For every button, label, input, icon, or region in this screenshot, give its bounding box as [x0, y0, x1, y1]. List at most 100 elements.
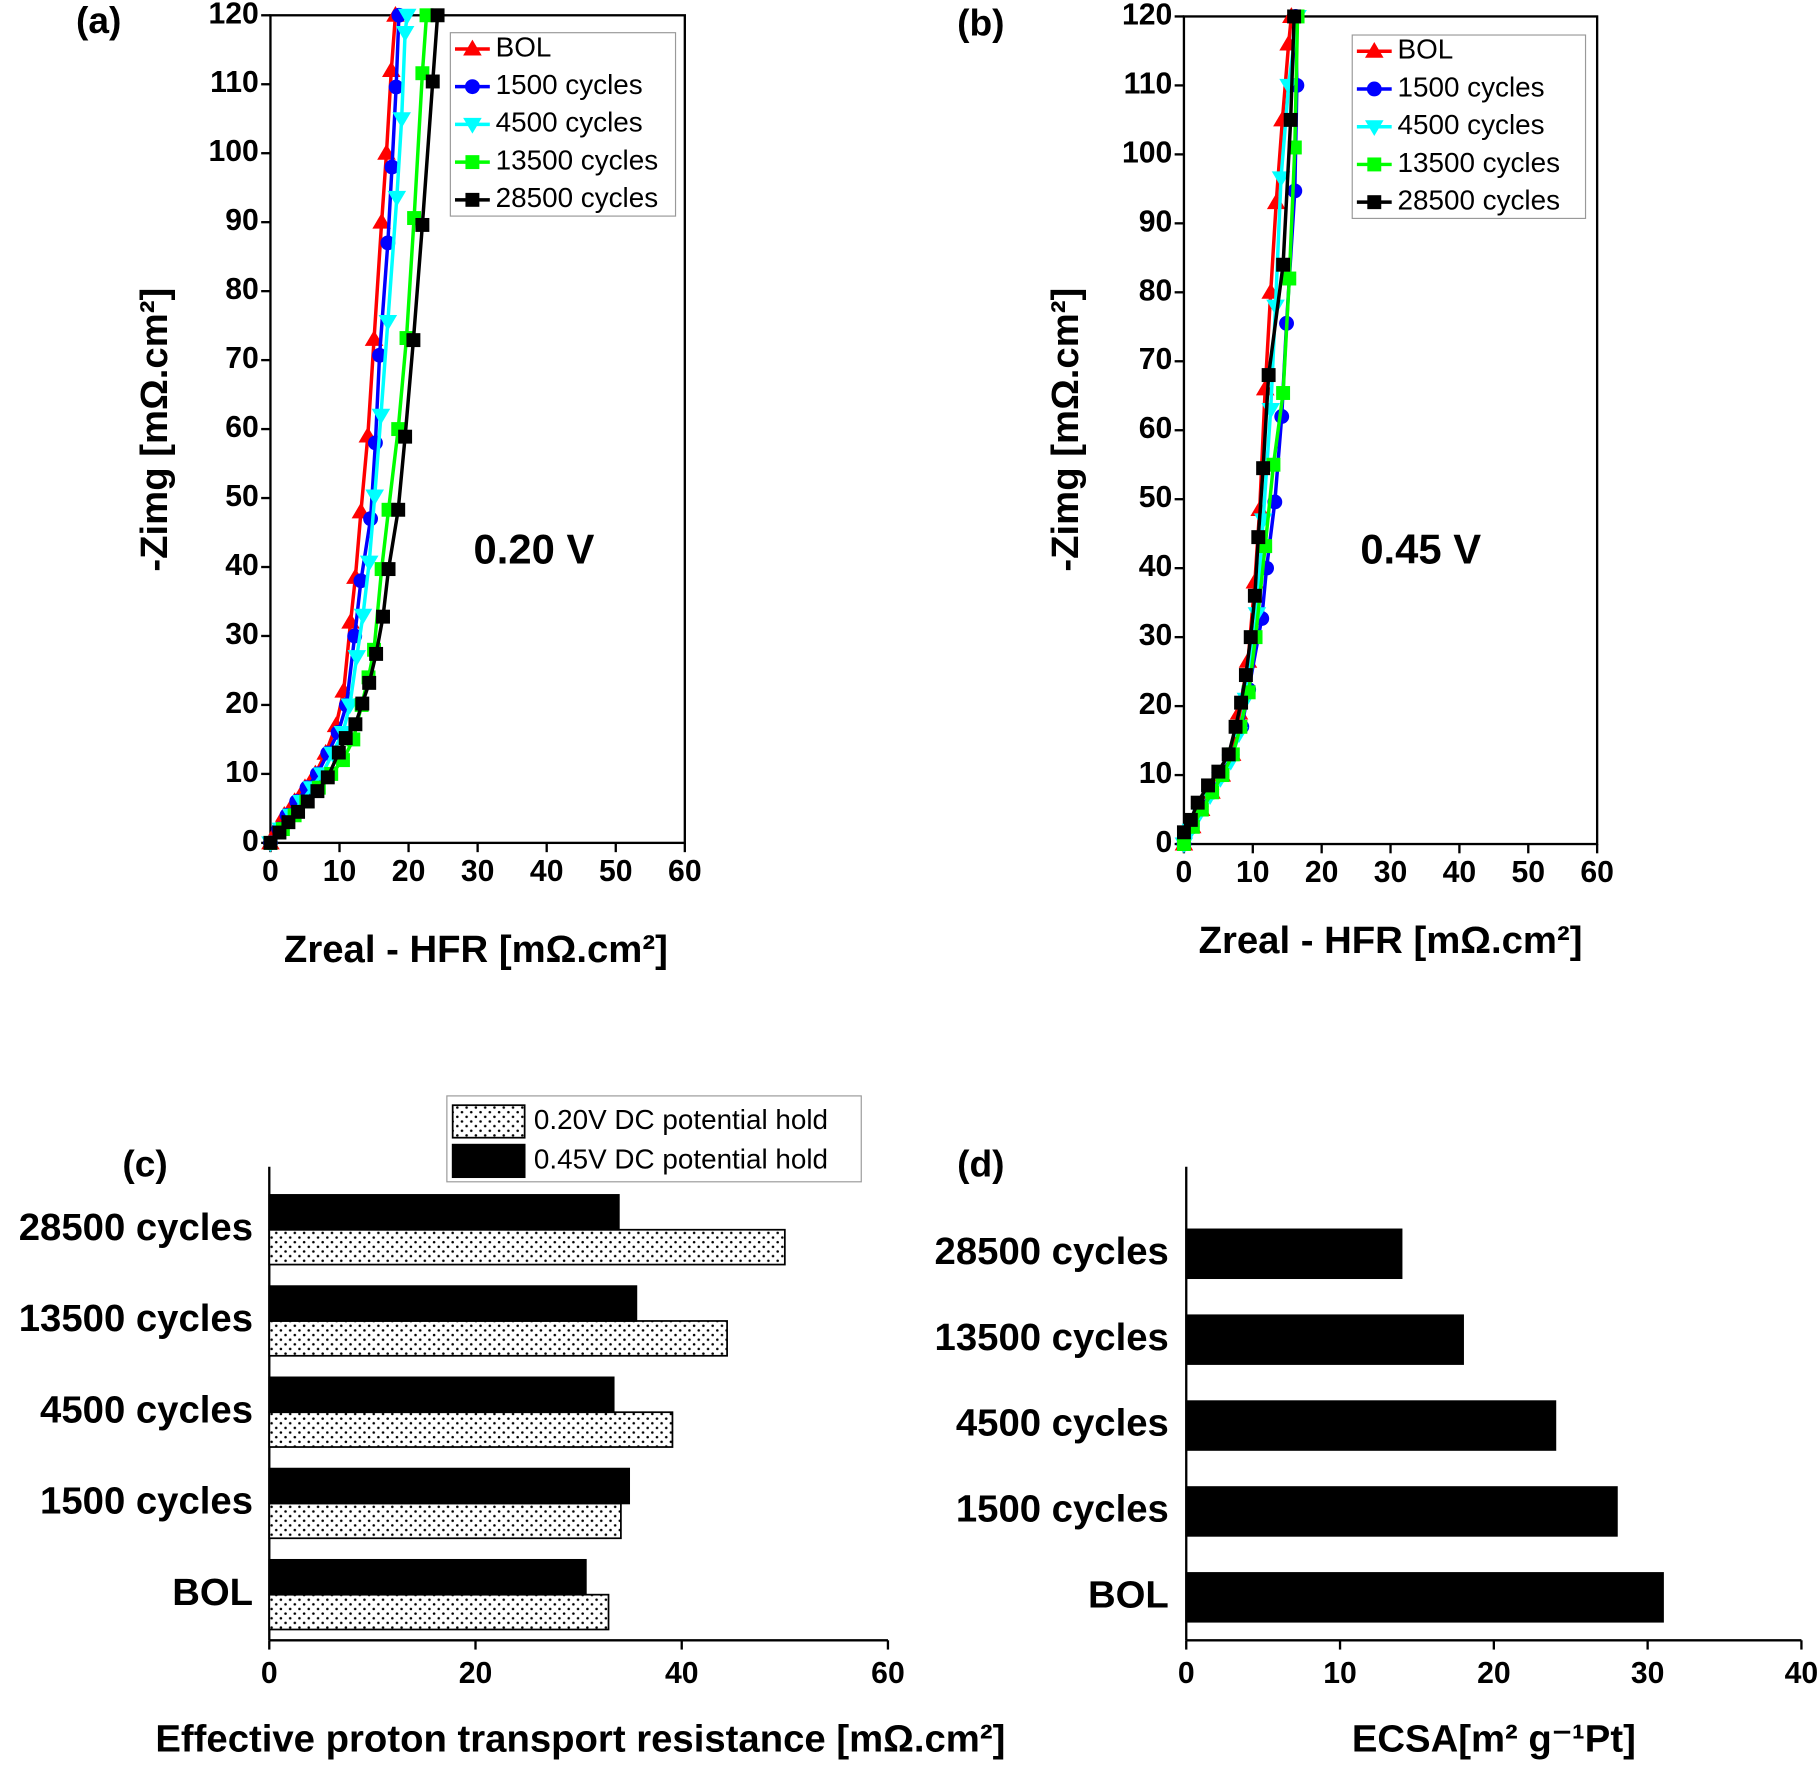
y-tick-label: 0	[1156, 826, 1173, 859]
bar	[268, 1558, 587, 1596]
bar	[268, 1376, 615, 1414]
x-axis-label: Zreal - HFR [mΩ.cm²]	[1199, 919, 1583, 962]
data-point	[369, 646, 384, 661]
y-tick-label: 120	[209, 0, 259, 30]
data-point	[1176, 825, 1191, 840]
legend-label: 4500 cycles	[496, 107, 643, 138]
data-point	[1234, 695, 1249, 710]
x-tick-label: 40	[665, 1657, 699, 1690]
data-point	[1247, 588, 1262, 603]
y-tick-label: 80	[1139, 274, 1173, 307]
legend-label: BOL	[1398, 34, 1454, 65]
data-point	[392, 112, 411, 129]
y-tick-label: 10	[1139, 757, 1173, 790]
data-point	[1266, 193, 1286, 210]
legend-label: 13500 cycles	[1398, 147, 1561, 178]
data-point	[430, 8, 445, 23]
x-tick-label: 50	[1512, 856, 1546, 889]
data-point	[338, 731, 353, 746]
y-tick-label: 60	[225, 411, 259, 444]
x-tick-label: 40	[530, 855, 564, 888]
legend-label: 28500 cycles	[496, 182, 659, 213]
x-tick-label: 10	[1236, 856, 1270, 889]
y-tick-label: 120	[1122, 0, 1172, 31]
y-tick-label: 70	[225, 342, 259, 375]
y-axis-label: -Zimg [mΩ.cm²]	[1044, 288, 1087, 572]
data-point	[347, 650, 367, 666]
panel-label: (b)	[957, 2, 1004, 44]
y-tick-label: 60	[1139, 412, 1173, 445]
data-point	[359, 555, 379, 572]
legend-marker	[1367, 195, 1382, 210]
y-tick-label: 50	[1139, 481, 1173, 514]
legend-label: BOL	[496, 31, 552, 62]
y-axis-label: -Zimg [mΩ.cm²]	[133, 288, 176, 572]
y-tick-label: 100	[1122, 136, 1172, 169]
x-tick-label: 10	[1323, 1657, 1357, 1690]
data-point	[406, 333, 421, 348]
bar	[268, 1467, 631, 1505]
data-point	[364, 330, 384, 346]
legend-swatch	[451, 1104, 526, 1139]
x-tick-label: 40	[1443, 856, 1477, 889]
data-point	[419, 8, 434, 23]
x-tick-label: 50	[599, 855, 633, 888]
x-tick-label: 0	[1178, 1657, 1195, 1690]
data-point	[1287, 140, 1302, 155]
data-point	[387, 190, 407, 207]
x-tick-label: 0	[262, 855, 279, 888]
data-point	[1276, 386, 1291, 400]
legend-marker	[464, 79, 480, 95]
x-tick-label: 0	[1176, 856, 1193, 889]
x-tick-label: 30	[1631, 1657, 1665, 1690]
bar	[1185, 1314, 1464, 1365]
bar	[268, 1502, 622, 1540]
data-point	[1276, 257, 1291, 272]
data-point	[353, 573, 369, 589]
y-tick-label: 110	[1124, 67, 1173, 100]
y-tick-label: 20	[1139, 688, 1173, 721]
data-point	[415, 217, 430, 232]
bar	[268, 1593, 610, 1631]
legend-marker	[465, 155, 480, 170]
category-label: 4500 cycles	[956, 1402, 1169, 1445]
y-tick-label: 40	[1139, 550, 1173, 583]
x-tick-label: 20	[459, 1657, 493, 1690]
data-point	[384, 159, 400, 175]
data-point	[381, 562, 396, 577]
y-tick-label: 90	[1139, 205, 1173, 238]
data-point	[378, 314, 398, 331]
category-label: 1500 cycles	[956, 1488, 1169, 1531]
legend-label: 4500 cycles	[1398, 109, 1545, 140]
data-point	[1287, 9, 1302, 24]
legend-marker	[1365, 120, 1384, 136]
data-point	[395, 26, 415, 42]
data-point	[376, 609, 390, 624]
y-tick-label: 10	[225, 756, 259, 789]
bar	[268, 1194, 620, 1231]
legend-marker	[463, 39, 482, 56]
legend-marker	[465, 192, 480, 207]
data-point	[363, 511, 379, 527]
data-point	[1238, 668, 1253, 683]
bar	[1185, 1228, 1403, 1280]
legend-label: 1500 cycles	[496, 69, 643, 100]
x-tick-label: 20	[392, 855, 426, 888]
data-point	[1176, 837, 1191, 851]
data-point	[365, 489, 385, 506]
data-point	[1271, 171, 1291, 188]
y-tick-label: 90	[225, 204, 259, 237]
category-label: 13500 cycles	[935, 1316, 1169, 1359]
data-point	[388, 79, 404, 95]
data-point	[355, 696, 370, 711]
legend-label: 0.45V DC potential hold	[534, 1143, 828, 1174]
legend-swatch	[451, 1143, 526, 1179]
data-point	[372, 212, 391, 229]
data-point	[1261, 368, 1276, 383]
x-axis-label: ECSA[m² g⁻¹Pt]	[1352, 1717, 1636, 1760]
x-tick-label: 30	[461, 855, 495, 888]
y-tick-label: 0	[242, 825, 259, 858]
legend-marker	[1365, 41, 1384, 58]
